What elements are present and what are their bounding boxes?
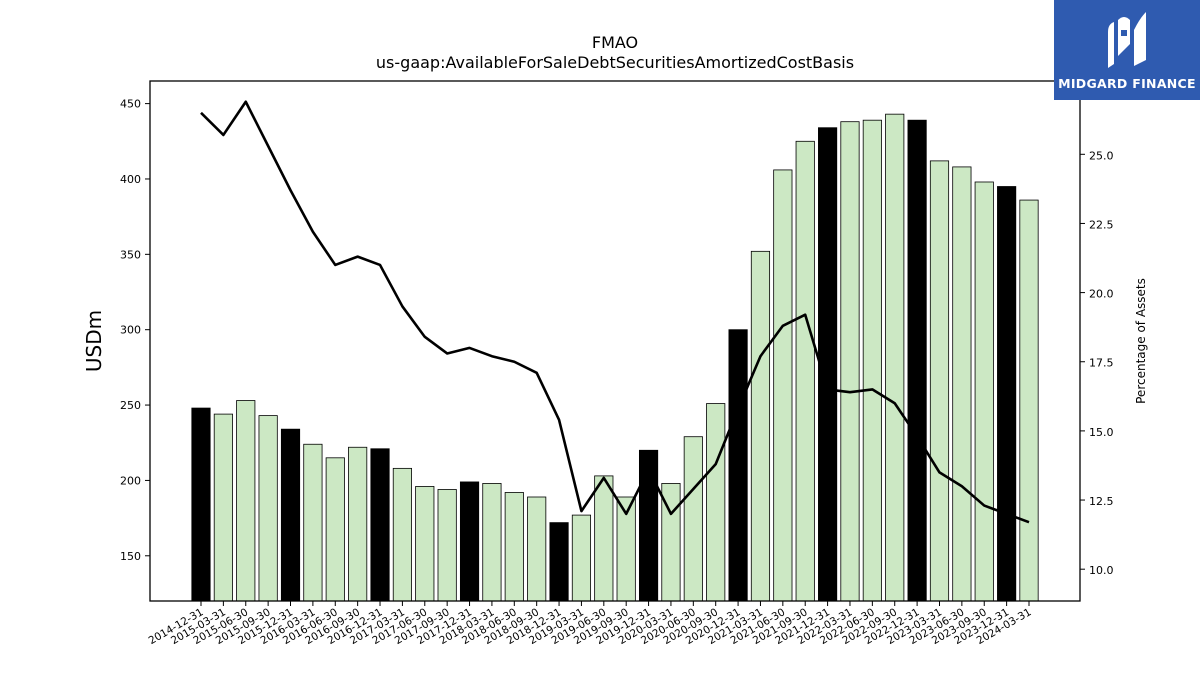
y2-tick-label: 22.5 xyxy=(1089,218,1114,231)
y-tick-label: 300 xyxy=(120,324,141,337)
y2-tick-label: 17.5 xyxy=(1089,357,1114,370)
bar-2021-03-31 xyxy=(750,250,771,602)
bar-2014-12-31 xyxy=(191,407,211,602)
bar-2020-09-30 xyxy=(706,403,726,602)
bar-2016-12-31 xyxy=(370,448,390,602)
y-axis: 150 200 250 300 350 400 450 xyxy=(120,98,150,563)
plot-frame xyxy=(149,80,1081,602)
y2-tick-label: 15.0 xyxy=(1089,426,1114,439)
bar-group xyxy=(191,113,1039,602)
bar-2023-09-30 xyxy=(974,181,994,602)
bar-2018-06-30 xyxy=(504,492,524,602)
y-tick-label: 350 xyxy=(120,248,141,261)
bar-2018-09-30 xyxy=(527,496,547,602)
brand-logo: MIDGARD FINANCE xyxy=(1054,0,1200,100)
bar-2021-06-30 xyxy=(773,169,793,602)
y2-axis: 10.0 12.5 15.0 17.5 20.0 22.5 25.0 xyxy=(1080,149,1114,577)
bar-2015-09-30 xyxy=(258,415,278,602)
y-tick-label: 250 xyxy=(120,399,141,412)
y2-axis-label: Percentage of Assets xyxy=(1134,278,1148,404)
bar-2022-12-31 xyxy=(907,119,927,602)
bar-2018-12-31 xyxy=(549,522,569,602)
y2-tick-label: 12.5 xyxy=(1089,495,1114,508)
bar-2019-06-30 xyxy=(594,475,614,602)
bar-2021-09-30 xyxy=(795,140,815,602)
chart-subtitle: us-gaap:AvailableForSaleDebtSecuritiesAm… xyxy=(376,53,854,72)
chart-title: FMAO xyxy=(592,33,638,52)
y-tick-label: 150 xyxy=(120,550,141,563)
y-tick-label: 450 xyxy=(120,98,141,111)
y-tick-label: 200 xyxy=(120,474,141,487)
bar-2024-03-31 xyxy=(1019,199,1039,602)
bar-2015-06-30 xyxy=(236,400,256,602)
bar-2015-03-31 xyxy=(213,413,233,602)
bar-2019-03-31 xyxy=(571,514,592,602)
y2-tick-label: 10.0 xyxy=(1089,564,1114,577)
bar-2022-06-30 xyxy=(862,119,882,602)
y2-tick-label: 25.0 xyxy=(1089,149,1114,162)
bar-2016-09-30 xyxy=(348,446,368,602)
line-group xyxy=(200,100,1030,524)
bar-2022-03-31 xyxy=(840,121,860,602)
bar-2022-09-30 xyxy=(885,113,905,602)
bar-2017-03-31 xyxy=(392,467,412,602)
midgard-logo-icon xyxy=(1108,11,1146,68)
bar-2020-06-30 xyxy=(683,436,703,602)
y-axis-label: USDm xyxy=(82,310,106,372)
bar-2017-09-30 xyxy=(437,489,457,602)
y-tick-label: 400 xyxy=(120,173,141,186)
bar-2023-12-31 xyxy=(997,186,1017,602)
y2-tick-label: 20.0 xyxy=(1089,288,1114,301)
bar-2020-12-31 xyxy=(728,329,748,602)
bar-2017-12-31 xyxy=(459,481,480,602)
bar-2016-06-30 xyxy=(325,457,345,602)
percentage-line xyxy=(200,100,1030,524)
bar-2017-06-30 xyxy=(415,486,435,602)
bar-2018-03-31 xyxy=(482,483,502,602)
bar-2015-12-31 xyxy=(280,428,301,602)
bar-2019-12-31 xyxy=(638,449,659,602)
bar-2023-06-30 xyxy=(952,166,972,602)
bar-2023-03-31 xyxy=(929,160,950,602)
x-axis: 2014-12-312015-03-312015-06-302015-09-30… xyxy=(147,601,1034,647)
bar-2016-03-31 xyxy=(303,443,323,602)
brand-name: MIDGARD FINANCE xyxy=(1058,75,1196,91)
